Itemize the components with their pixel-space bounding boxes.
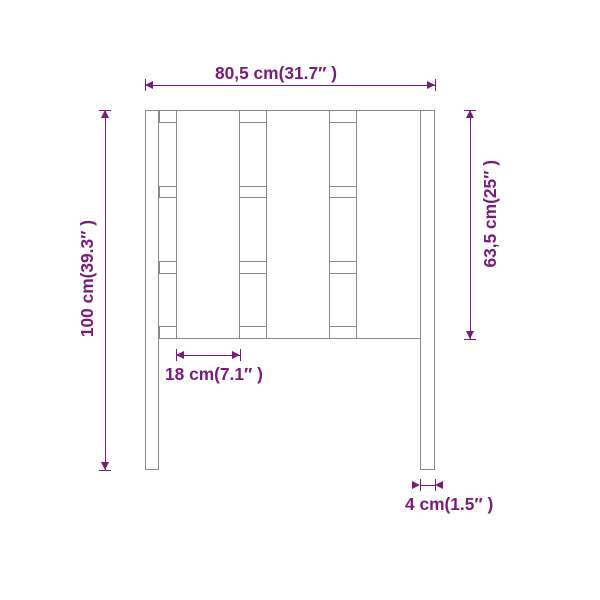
dim-slat-width-label: 18 cm(7.1″ ) (165, 364, 263, 385)
dim-panel-height-label: 63,5 cm(25″ ) (480, 160, 501, 268)
diagram-container: 80,5 cm(31.7″ ) 100 cm(39.3″ ) 63,5 cm(2… (50, 50, 550, 550)
right-post (420, 110, 434, 470)
slat-2 (266, 110, 331, 339)
left-post (145, 110, 159, 470)
dim-post-depth-label: 4 cm(1.5″ ) (405, 494, 493, 515)
slat-1 (176, 110, 241, 339)
dim-height-label: 100 cm(39.3″ ) (77, 220, 98, 337)
dim-width-label: 80,5 cm(31.7″ ) (215, 63, 337, 84)
slat-3 (356, 110, 421, 339)
